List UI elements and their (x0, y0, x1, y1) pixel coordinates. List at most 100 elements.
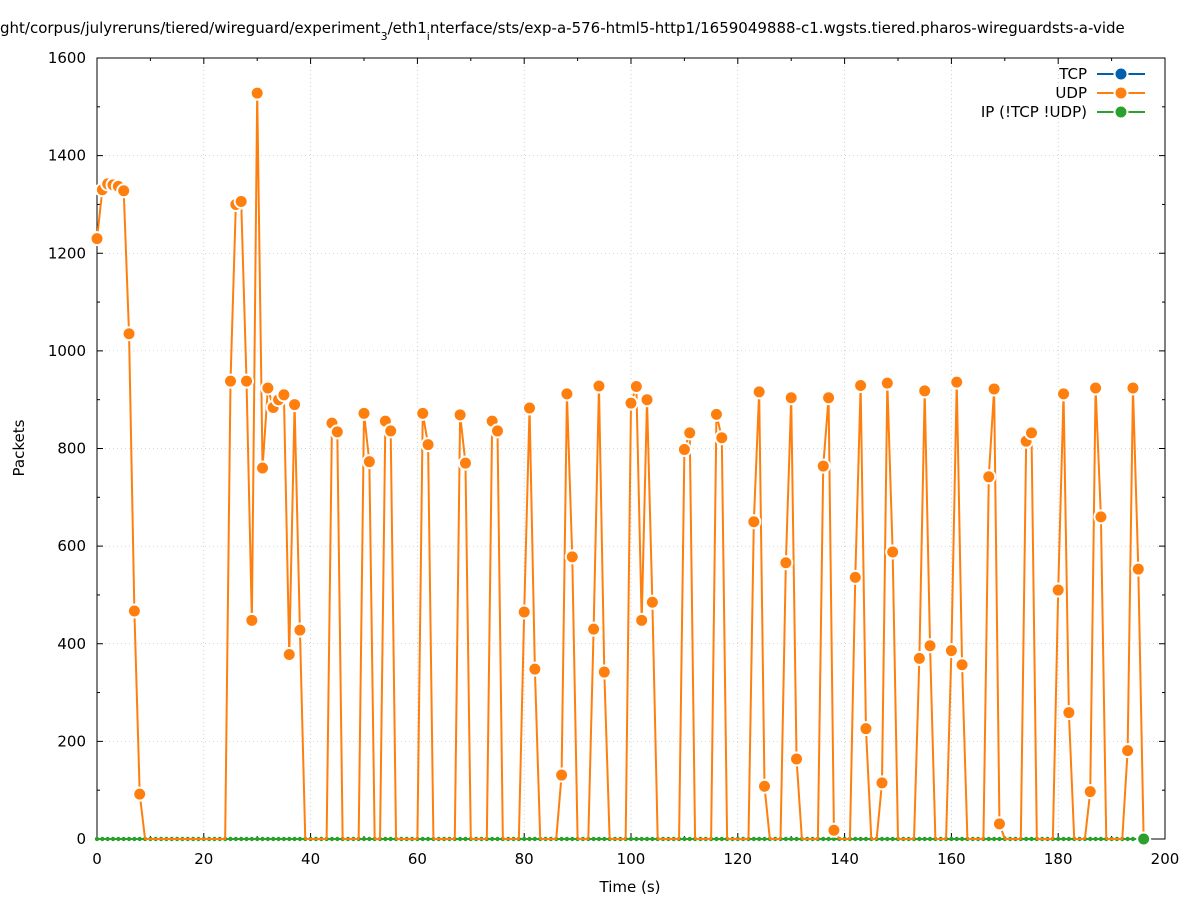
series-ip-point (756, 836, 762, 842)
series-ip-point (917, 836, 922, 842)
series-ip-point (1098, 836, 1104, 842)
series-ip-point (751, 836, 757, 842)
x-tick-label: 80 (515, 850, 534, 868)
series-udp-point (522, 400, 538, 416)
series-udp-point (126, 603, 142, 619)
series-ip-point (863, 836, 869, 842)
series-udp-point (922, 638, 938, 654)
series-udp-point (853, 378, 869, 394)
series-ip-point (687, 836, 692, 842)
chart-title: ght/corpus/julyreruns/tiered/wireguard/e… (0, 19, 1125, 43)
series-ip-point (831, 836, 837, 842)
series-ip-point (991, 836, 997, 842)
legend-label: UDP (1055, 84, 1087, 102)
series-udp-point (885, 544, 901, 560)
series-ip-point (361, 836, 367, 842)
series-udp-point (847, 569, 863, 585)
series-ip-point (137, 836, 142, 842)
series-udp-point (255, 460, 271, 476)
series-ip-point (132, 836, 137, 842)
series-udp-point (634, 612, 650, 628)
series-udp-point (1061, 705, 1077, 721)
series-ip-point (927, 836, 933, 842)
series-ip-point (116, 836, 121, 842)
series-ip-point (1088, 836, 1093, 842)
series-udp-point (559, 386, 575, 402)
series-ip-point (110, 836, 116, 842)
x-tick-label: 160 (937, 850, 966, 868)
series-ip-point (425, 836, 431, 842)
series-ip-point (420, 836, 425, 842)
series-ip-point (495, 836, 500, 842)
series-ip-point (105, 836, 110, 842)
series-ip-point (1093, 836, 1098, 842)
series-udp-point (911, 650, 927, 666)
series-ip-point (388, 836, 393, 842)
series-udp-point (1130, 561, 1146, 577)
x-tick-label: 60 (408, 850, 427, 868)
series-ip-point (1029, 836, 1034, 842)
series-ip-point (821, 836, 826, 842)
series-ip-point (602, 836, 607, 842)
series-udp-point (708, 406, 724, 422)
legend-marker (1113, 85, 1129, 101)
series-udp-point (1050, 582, 1066, 598)
series-udp-point (596, 664, 612, 680)
series-ip-point (522, 836, 527, 842)
series-udp-point (917, 383, 933, 399)
series-udp-point (644, 594, 660, 610)
series-udp-point (329, 424, 345, 440)
y-tick-label: 800 (57, 440, 86, 458)
series-udp-point (564, 549, 580, 565)
series-ip-point (885, 836, 890, 842)
series-udp-point (991, 816, 1007, 832)
series-ip-point (986, 836, 991, 842)
series-udp-point (628, 379, 644, 395)
series-ip-point (276, 836, 281, 842)
series-ip-point (714, 836, 719, 842)
series-ip-point (281, 836, 287, 842)
series-ip-point (959, 836, 965, 842)
series-ip-point (1061, 836, 1066, 842)
series-udp-point (751, 384, 767, 400)
series-ip-point (591, 836, 596, 842)
series-ip-point (292, 836, 297, 842)
series-udp-point (415, 405, 431, 421)
y-tick-label: 1600 (48, 49, 86, 67)
legend-label: TCP (1058, 65, 1087, 83)
series-ip-point (287, 836, 292, 842)
x-tick-label: 20 (194, 850, 213, 868)
series-ip-point (1136, 831, 1152, 847)
series-ip-point (457, 836, 463, 842)
series-ip-point (570, 836, 575, 842)
series-ip-point (121, 836, 126, 842)
series-ip-point (762, 836, 767, 842)
series-udp-point (789, 751, 805, 767)
series-udp-point (821, 390, 837, 406)
series-udp-point (714, 430, 730, 446)
series-ip-point (650, 836, 655, 842)
series-udp-point (826, 822, 842, 838)
series-udp-point (121, 326, 137, 342)
series-udp-point (858, 721, 874, 737)
series-ip-point (997, 836, 1002, 842)
x-axis-label: Time (s) (599, 878, 661, 896)
series-ip-point (789, 836, 794, 842)
x-tick-label: 100 (617, 850, 646, 868)
x-tick-label: 40 (301, 850, 320, 868)
series-ip-point (596, 836, 602, 842)
y-tick-label: 1200 (48, 244, 86, 262)
series-udp-point (676, 441, 692, 457)
series-ip-point (719, 836, 724, 842)
legend-marker (1113, 66, 1129, 82)
series-ip-point (794, 836, 799, 842)
series-udp-point (981, 469, 997, 485)
series-udp-point (292, 622, 308, 638)
series-ip-point (639, 836, 644, 842)
y-tick-label: 0 (76, 830, 86, 848)
series-udp-point (490, 423, 505, 439)
series-ip-point (890, 836, 895, 842)
series-udp-point (223, 373, 238, 389)
